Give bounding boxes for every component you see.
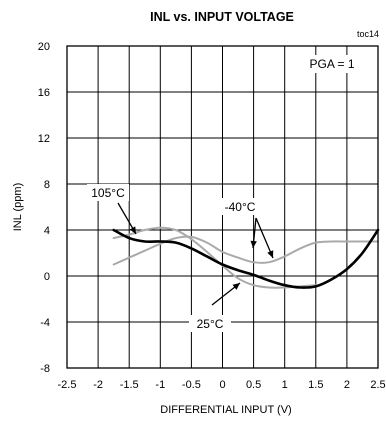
x-tick-label: 1 xyxy=(282,379,288,391)
figure-tag: toc14 xyxy=(357,29,379,39)
y-tick-label: 8 xyxy=(44,179,50,191)
label-leaders xyxy=(117,202,274,306)
x-tick-label: 0 xyxy=(219,379,225,391)
data-series xyxy=(112,226,380,289)
series-105c-line xyxy=(112,226,317,289)
x-axis-label: DIFFERENTIAL INPUT (V) xyxy=(160,404,291,416)
y-axis-label: INL (ppm) xyxy=(12,183,24,232)
x-tick-label: -2.5 xyxy=(58,379,77,391)
plot-frame xyxy=(66,45,379,369)
series-minus40c-line xyxy=(112,235,379,266)
x-tick-label: -0.5 xyxy=(182,379,201,391)
x-tick-label: -1.5 xyxy=(120,379,139,391)
y-tick-label: 0 xyxy=(44,271,50,283)
y-tick-label: -4 xyxy=(40,317,50,329)
leader-minus40c xyxy=(255,217,274,259)
series-label: 105°C xyxy=(91,186,125,200)
leader-minus40c-arrowhead xyxy=(250,240,257,248)
series-label: 25°C xyxy=(197,317,224,331)
x-tick-label: 2.5 xyxy=(370,379,385,391)
x-tick-label: -1 xyxy=(155,379,165,391)
series-label-bg xyxy=(219,198,261,215)
x-tick-label: 0.5 xyxy=(246,379,261,391)
x-tick-label: -2 xyxy=(93,379,103,391)
x-tick-label: 2 xyxy=(344,379,350,391)
y-tick-label: 12 xyxy=(38,133,50,145)
y-tick-labels: 20 16 12 8 4 0 -4 -8 xyxy=(38,41,50,375)
x-tick-label: 1.5 xyxy=(308,379,323,391)
series-label-bg xyxy=(189,315,231,332)
leader-minus40c-arrowhead xyxy=(267,250,274,258)
leader-25c-arrowhead xyxy=(232,283,240,290)
y-tick-label: 20 xyxy=(38,41,50,53)
leader-105c-arrowhead xyxy=(129,226,136,234)
y-tick-label: -8 xyxy=(40,363,50,375)
y-tick-label: 4 xyxy=(44,225,50,237)
pga-label-box xyxy=(296,55,368,73)
chart-title: INL vs. INPUT VOLTAGE xyxy=(150,10,294,24)
y-tick-label: 16 xyxy=(38,87,50,99)
x-tick-labels: -2.5 -2 -1.5 -1 -0.5 0 0.5 1 1.5 2 2.5 xyxy=(58,379,386,391)
series-labels: 105°C -40°C 25°C xyxy=(87,184,261,332)
series-label: -40°C xyxy=(225,200,256,214)
series-label-bg xyxy=(87,184,129,201)
series-25c-line xyxy=(112,228,380,289)
pga-label: PGA = 1 xyxy=(309,57,354,71)
